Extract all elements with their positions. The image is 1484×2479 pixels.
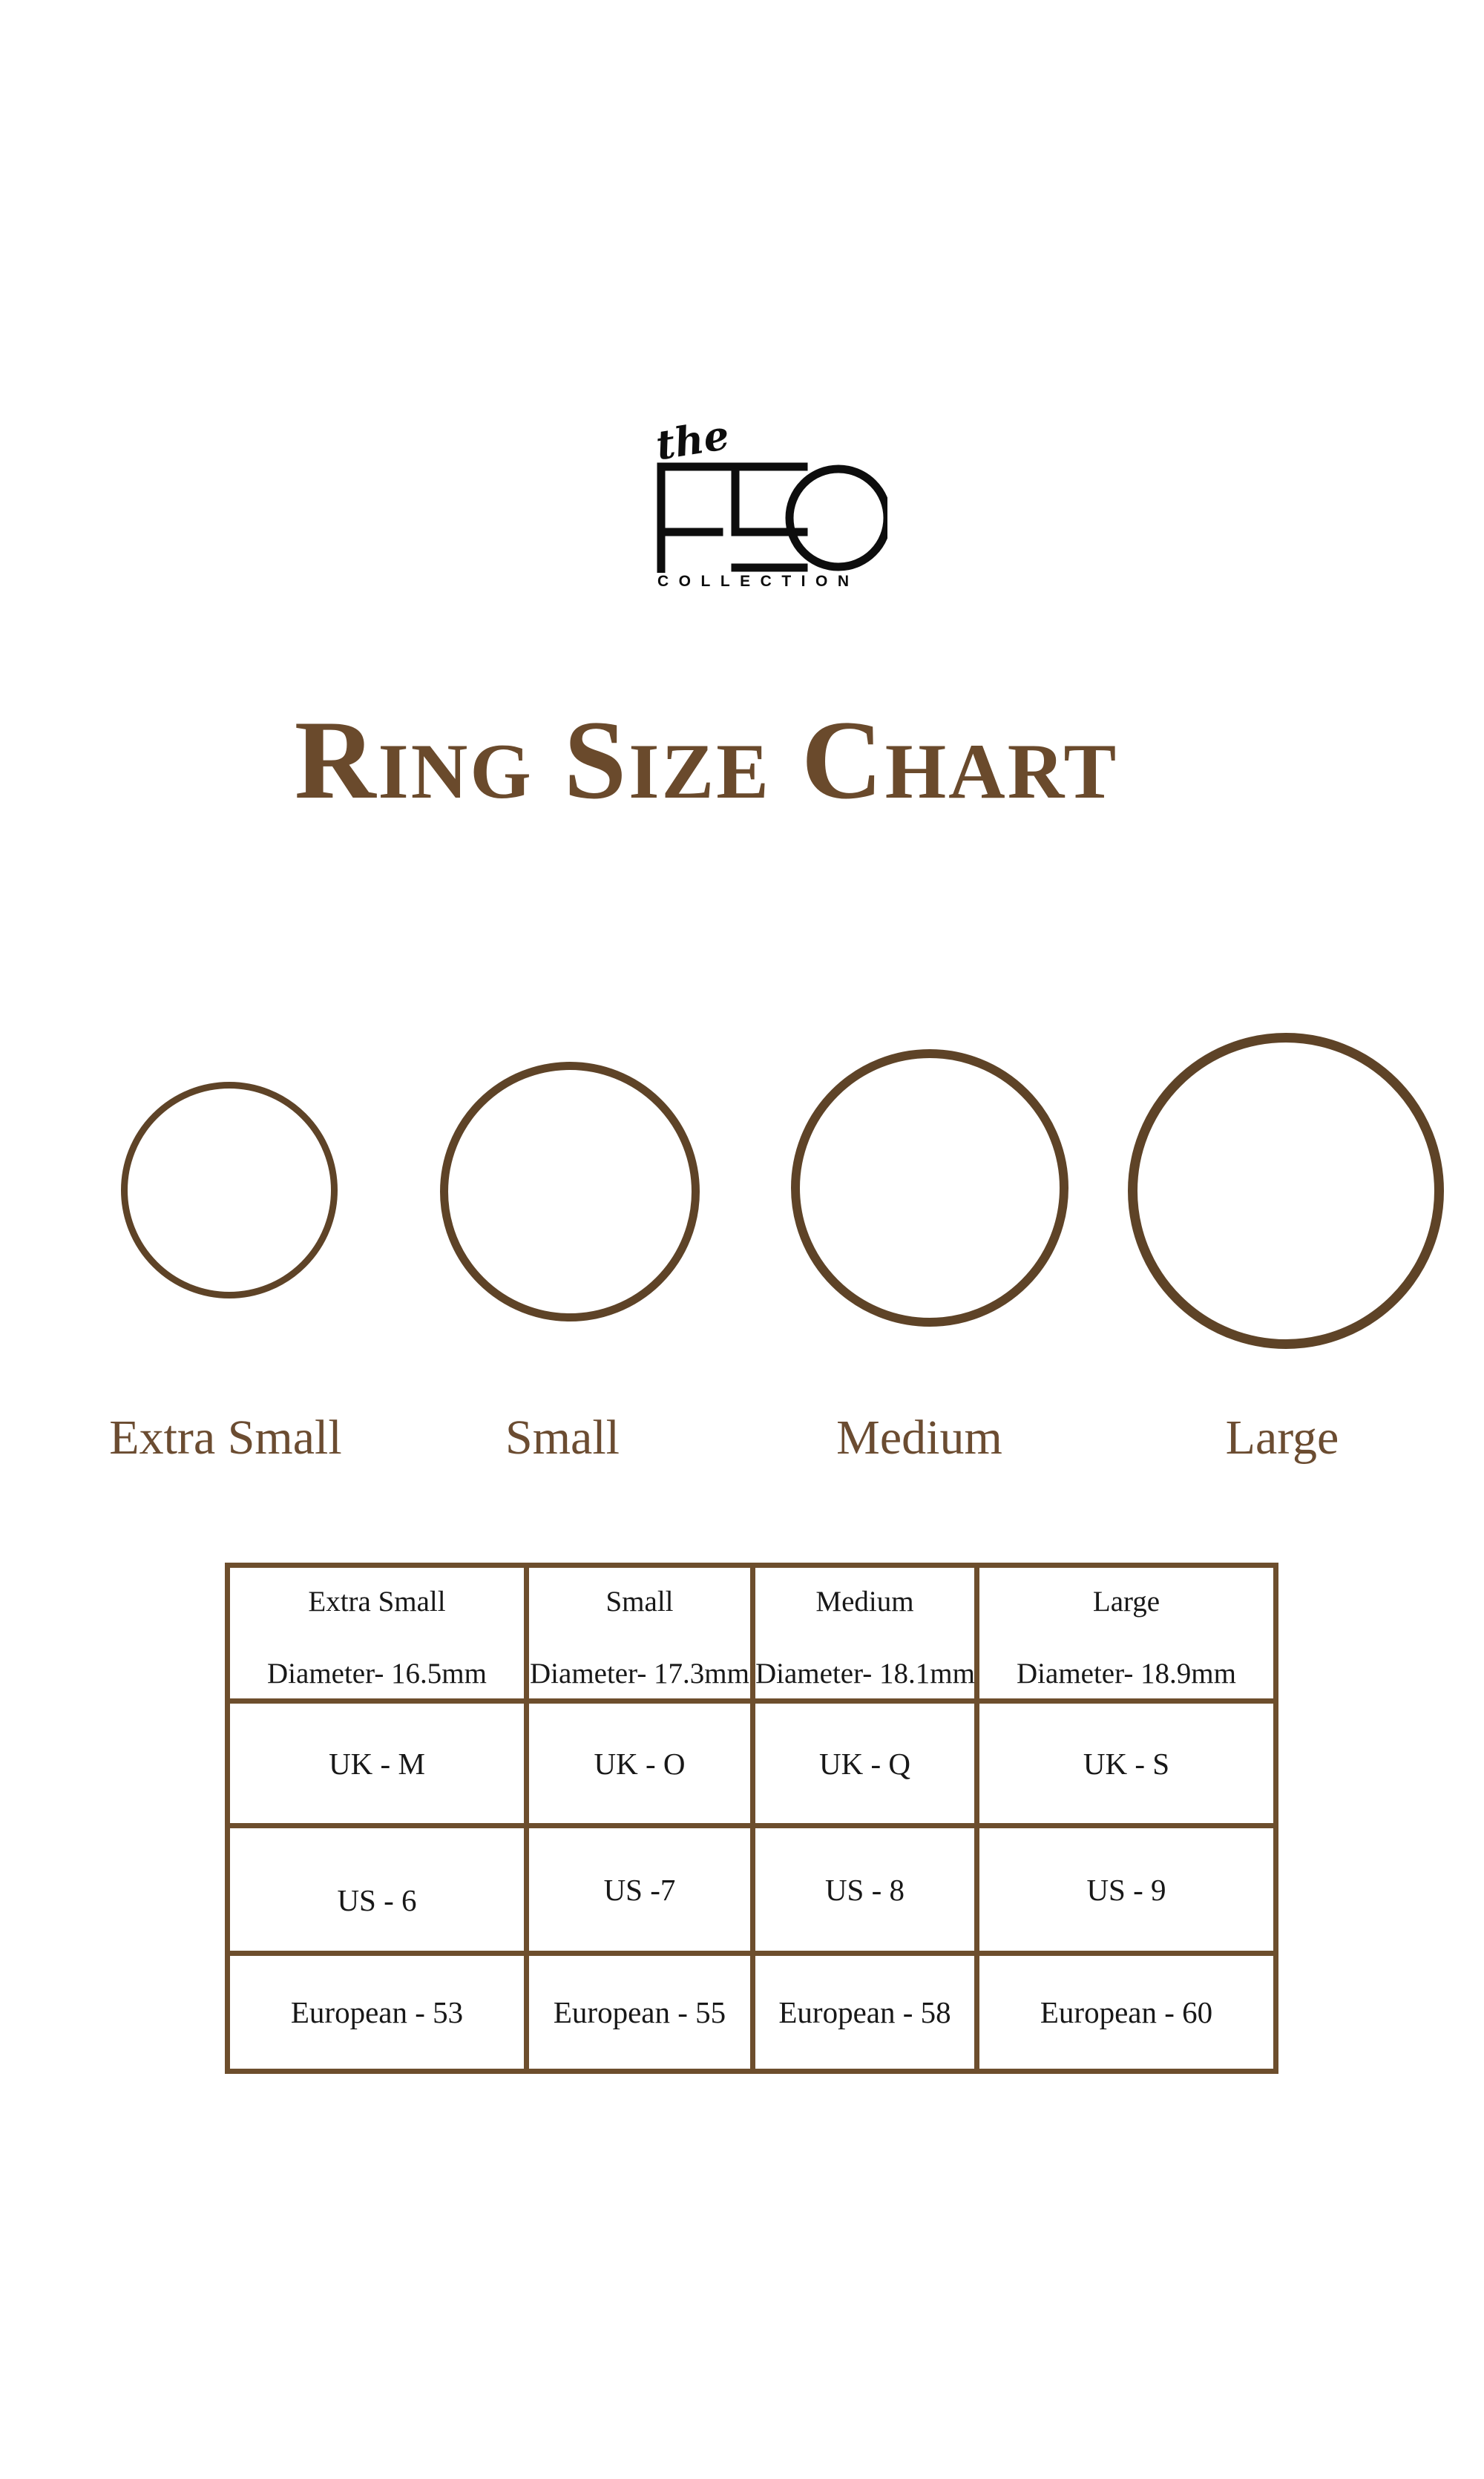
table-row-european: European - 53 European - 55 European - 5… [225, 1951, 1278, 2074]
uk-size-cell: UK - M [225, 1698, 529, 1828]
ring-circle-small [440, 1062, 700, 1321]
size-diameter: Diameter- 17.3mm [530, 1658, 749, 1690]
size-name: Small [605, 1586, 674, 1618]
us-size-cell: US - 8 [750, 1823, 979, 1956]
us-size-cell: US - 6 [225, 1823, 529, 1956]
us-size-cell: US - 9 [974, 1823, 1278, 1956]
ring-circle-medium [791, 1049, 1068, 1327]
brand-logo-the: the [652, 410, 732, 470]
size-name: Medium [815, 1586, 914, 1618]
header-cell-extra-small: Extra Small Diameter- 16.5mm [225, 1563, 529, 1704]
size-diameter: Diameter- 16.5mm [267, 1658, 487, 1690]
size-label-small: Small [505, 1411, 620, 1465]
table-row-us: US - 6 US -7 US - 8 US - 9 [225, 1823, 1278, 1956]
feo-monogram-icon [657, 462, 887, 573]
size-label-large: Large [1225, 1411, 1339, 1465]
page-title: Ring Size Chart [294, 697, 1119, 822]
us-size-value: US - 6 [337, 1882, 417, 1917]
header-cell-small: Small Diameter- 17.3mm [524, 1563, 755, 1704]
uk-size-cell: UK - O [524, 1698, 755, 1828]
size-diameter: Diameter- 18.9mm [1017, 1658, 1236, 1690]
european-size-cell: European - 55 [524, 1951, 755, 2074]
european-size-cell: European - 58 [750, 1951, 979, 2074]
brand-logo: the COLLECTION [653, 411, 887, 598]
header-cell-large: Large Diameter- 18.9mm [974, 1563, 1278, 1704]
uk-size-cell: UK - S [974, 1698, 1278, 1828]
uk-size-cell: UK - Q [750, 1698, 979, 1828]
size-name: Extra Small [308, 1586, 446, 1618]
us-size-cell: US -7 [524, 1823, 755, 1956]
table-row-uk: UK - M UK - O UK - Q UK - S [225, 1698, 1278, 1828]
size-label-extra-small: Extra Small [109, 1411, 342, 1465]
header-cell-medium: Medium Diameter- 18.1mm [750, 1563, 979, 1704]
ring-circle-extra-small [121, 1082, 338, 1298]
size-name: Large [1092, 1586, 1160, 1618]
brand-logo-collection: COLLECTION [657, 573, 859, 590]
table-row-header: Extra Small Diameter- 16.5mm Small Diame… [225, 1563, 1278, 1704]
european-size-cell: European - 60 [974, 1951, 1278, 2074]
ring-circle-large [1128, 1033, 1444, 1349]
european-size-cell: European - 53 [225, 1951, 529, 2074]
size-diameter: Diameter- 18.1mm [755, 1658, 975, 1690]
size-label-medium: Medium [836, 1411, 1002, 1465]
ring-size-table: Extra Small Diameter- 16.5mm Small Diame… [225, 1563, 1278, 2074]
